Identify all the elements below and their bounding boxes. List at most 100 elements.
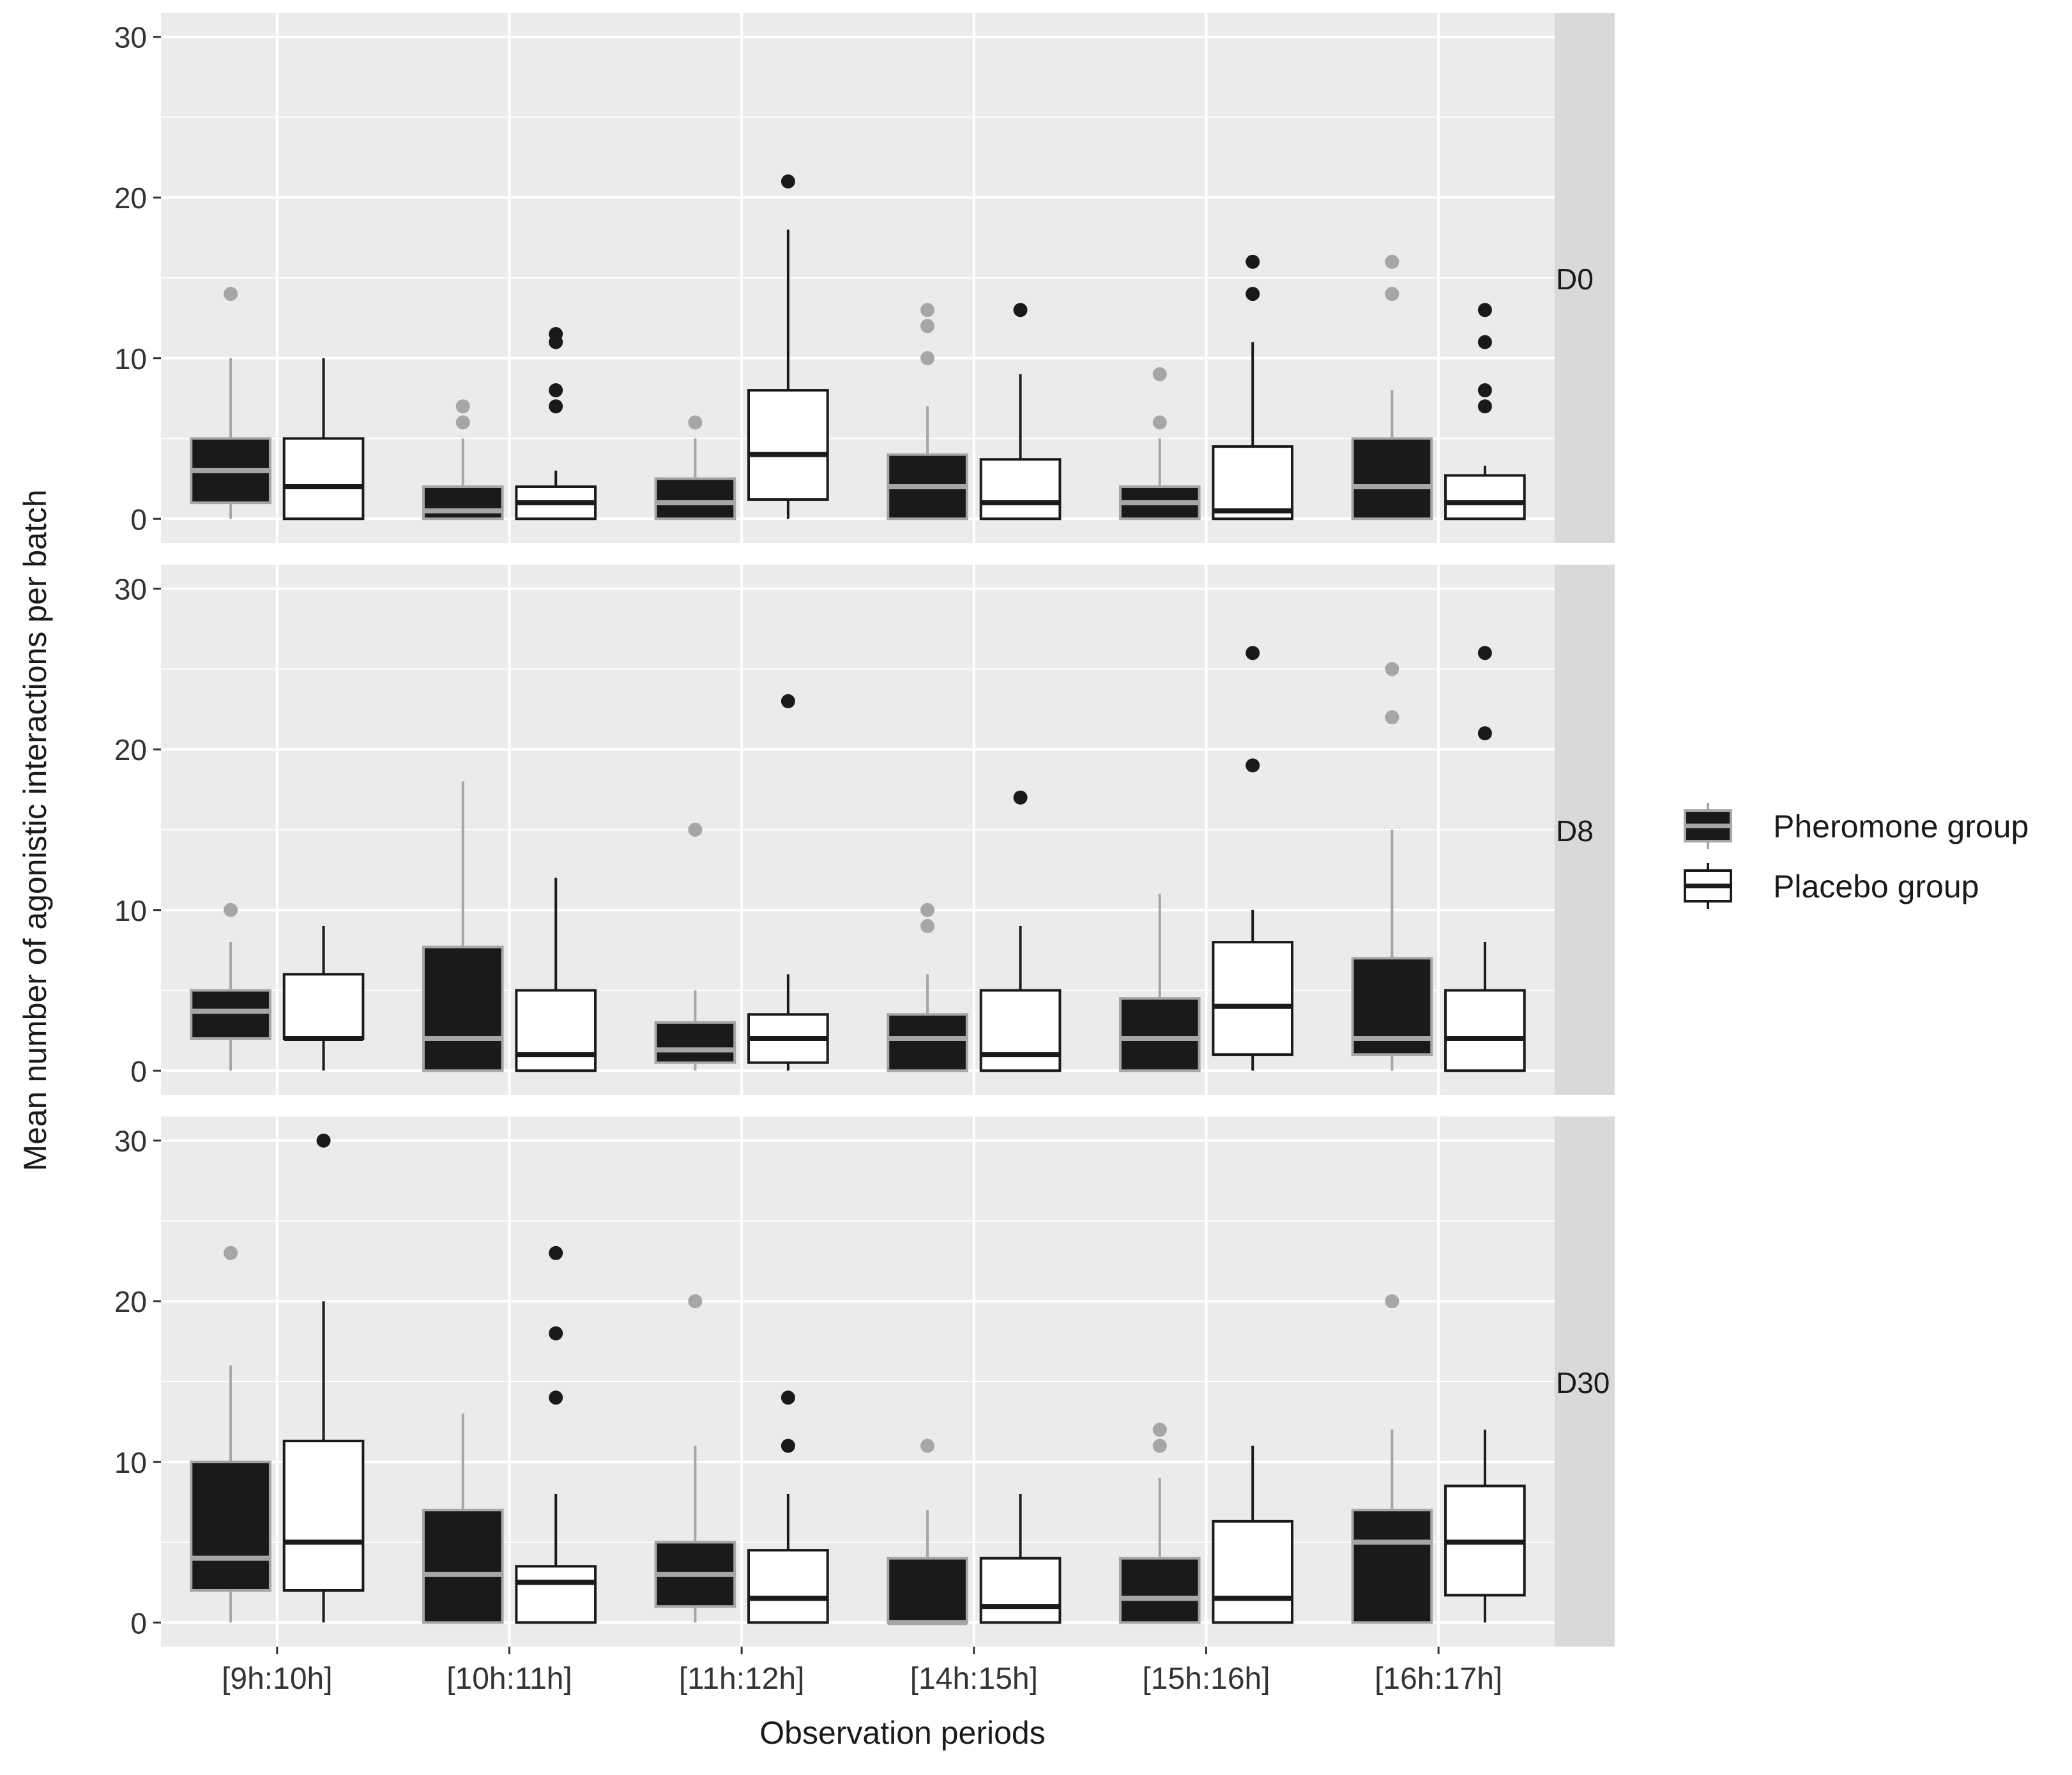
box bbox=[515, 1565, 597, 1624]
outlier-point bbox=[224, 1246, 238, 1260]
y-tick-label: 20 bbox=[114, 181, 147, 215]
pheromone-box-1 bbox=[190, 903, 271, 1071]
placebo-box-1 bbox=[282, 1133, 365, 1623]
outlier-point bbox=[1385, 287, 1399, 301]
y-tick-label: 10 bbox=[114, 342, 147, 376]
placebo-box-5 bbox=[1212, 254, 1294, 521]
outlier-point bbox=[1245, 646, 1260, 660]
outlier-point bbox=[1245, 287, 1260, 301]
y-tick-label: 30 bbox=[114, 573, 147, 606]
placebo-box-2 bbox=[515, 1246, 597, 1624]
placebo-box-3 bbox=[747, 174, 829, 519]
box bbox=[422, 485, 504, 521]
outlier-point bbox=[920, 918, 935, 933]
outlier-point bbox=[688, 823, 703, 837]
placebo-box-4 bbox=[979, 790, 1062, 1072]
pheromone-box-5 bbox=[1118, 367, 1201, 521]
y-tick-label: 20 bbox=[114, 733, 147, 766]
x-tick-label: [15h:16h] bbox=[1142, 1662, 1270, 1696]
legend-key-placebo bbox=[1684, 863, 1732, 909]
box bbox=[1118, 997, 1201, 1072]
outlier-point bbox=[1385, 710, 1399, 724]
outlier-point bbox=[688, 415, 703, 430]
facet-strip bbox=[1555, 13, 1615, 543]
outlier-point bbox=[920, 303, 935, 317]
placebo-box-6 bbox=[1444, 646, 1526, 1072]
outlier-point bbox=[455, 399, 470, 414]
placebo-box-5 bbox=[1212, 646, 1294, 1071]
placebo-box-2 bbox=[515, 327, 597, 521]
outlier-point bbox=[549, 1390, 563, 1405]
outlier-point bbox=[316, 1133, 331, 1148]
outlier-point bbox=[688, 1294, 703, 1309]
outlier-point bbox=[224, 903, 238, 917]
box bbox=[515, 989, 597, 1072]
pheromone-box-5 bbox=[1118, 894, 1201, 1072]
outlier-point bbox=[1013, 790, 1028, 805]
outlier-point bbox=[920, 1438, 935, 1453]
outlier-point bbox=[1477, 726, 1492, 741]
pheromone-box-6 bbox=[1351, 1294, 1433, 1624]
box bbox=[1351, 1509, 1433, 1624]
pheromone-box-6 bbox=[1351, 254, 1433, 521]
placebo-box-3 bbox=[747, 694, 829, 1071]
box bbox=[979, 1557, 1062, 1624]
y-tick-label: 0 bbox=[130, 503, 147, 536]
y-tick-label: 10 bbox=[114, 1446, 147, 1479]
pheromone-box-2 bbox=[422, 781, 504, 1072]
outlier-point bbox=[1477, 399, 1492, 414]
outlier-point bbox=[1245, 254, 1260, 269]
facet-panel-D8: D8 0 10 20 30 bbox=[114, 565, 1615, 1095]
x-tick-label: [16h:17h] bbox=[1375, 1662, 1502, 1696]
placebo-box-6 bbox=[1444, 303, 1526, 521]
outlier-point bbox=[1385, 254, 1399, 269]
pheromone-box-2 bbox=[422, 1413, 504, 1624]
outlier-point bbox=[1477, 303, 1492, 317]
outlier-point bbox=[549, 1246, 563, 1260]
legend-label-pheromone: Pheromone group bbox=[1773, 809, 2029, 844]
box bbox=[1351, 437, 1433, 521]
y-tick-label: 0 bbox=[130, 1606, 147, 1640]
facet-strip-label: D0 bbox=[1556, 263, 1594, 296]
box bbox=[979, 458, 1062, 521]
x-tick-label: [11h:12h] bbox=[679, 1662, 805, 1696]
outlier-point bbox=[1385, 662, 1399, 676]
pheromone-box-4 bbox=[887, 903, 968, 1072]
box bbox=[979, 989, 1062, 1072]
box bbox=[887, 1013, 968, 1072]
box bbox=[1212, 445, 1294, 521]
facet-panels: D0 0 10 20 30 D8 0 10 20 30 D30 0 10 20 30 bbox=[114, 13, 1615, 1647]
placebo-box-4 bbox=[979, 1494, 1062, 1624]
outlier-point bbox=[1152, 415, 1167, 430]
placebo-box-1 bbox=[282, 926, 365, 1071]
outlier-point bbox=[1477, 383, 1492, 398]
box bbox=[1212, 1520, 1294, 1624]
outlier-point bbox=[1477, 335, 1492, 349]
outlier-point bbox=[781, 1390, 795, 1405]
pheromone-box-5 bbox=[1118, 1422, 1201, 1624]
box bbox=[422, 1509, 504, 1624]
box bbox=[282, 1440, 365, 1592]
box bbox=[654, 1021, 736, 1064]
facet-strip bbox=[1555, 1116, 1615, 1647]
pheromone-box-3 bbox=[654, 415, 736, 521]
outlier-point bbox=[549, 383, 563, 398]
box bbox=[422, 945, 504, 1072]
outlier-point bbox=[1152, 367, 1167, 381]
pheromone-box-1 bbox=[190, 1246, 271, 1623]
box bbox=[190, 989, 271, 1040]
outlier-point bbox=[920, 903, 935, 917]
box bbox=[190, 1460, 271, 1592]
outlier-point bbox=[1477, 646, 1492, 660]
placebo-box-4 bbox=[979, 303, 1062, 521]
outlier-point bbox=[549, 1326, 563, 1341]
pheromone-box-3 bbox=[654, 1294, 736, 1623]
facet-strip bbox=[1555, 565, 1615, 1095]
facet-panel-D30: D30 0 10 20 30 bbox=[114, 1116, 1615, 1647]
pheromone-box-4 bbox=[887, 303, 968, 521]
x-tick-label: [9h:10h] bbox=[222, 1662, 332, 1696]
y-tick-label: 30 bbox=[114, 1125, 147, 1158]
x-axis-title: Observation periods bbox=[759, 1715, 1045, 1751]
outlier-point bbox=[781, 174, 795, 189]
